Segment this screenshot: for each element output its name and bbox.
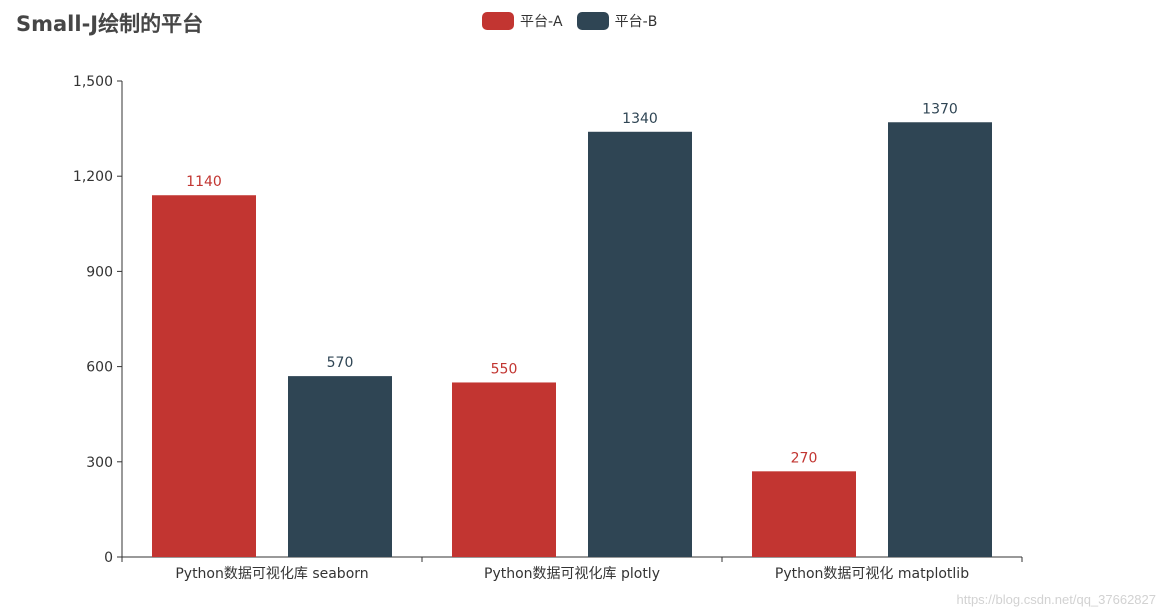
bar-value-label: 550 [491,361,518,377]
x-tick-label: Python数据可视化库 plotly [484,566,660,582]
bar [888,122,992,558]
y-tick-label: 900 [86,264,113,280]
legend-swatch-b [576,12,609,30]
y-tick-label: 300 [86,455,113,471]
y-tick-label: 0 [104,550,113,566]
bar [452,382,556,557]
x-tick-label: Python数据可视化库 seaborn [175,566,368,582]
y-tick-label: 600 [86,360,113,376]
bar [288,376,392,557]
bar-value-label: 270 [791,450,818,466]
bar [588,131,692,558]
legend-label-b: 平台-B [614,14,658,30]
legend-swatch-a [482,12,514,30]
legend-item-a[interactable]: 平台-A [482,11,563,31]
legend: 平台-A 平台-B [482,11,657,31]
bar-value-label: 570 [327,355,354,371]
bar-value-label: 1370 [922,101,958,117]
bar [152,195,256,558]
chart-title: Small-J绘制的平台 [16,12,204,36]
watermark: https://blog.csdn.net/qq_37662827 [956,592,1157,607]
bar-value-label: 1340 [622,111,658,127]
y-tick-label: 1,200 [73,169,113,185]
legend-label-a: 平台-A [520,14,563,30]
y-tick-label: 1,500 [73,74,113,90]
bar [752,471,856,557]
legend-item-b[interactable]: 平台-B [576,11,658,31]
x-tick-label: Python数据可视化 matplotlib [775,566,969,582]
bar-value-label: 1140 [186,174,222,190]
